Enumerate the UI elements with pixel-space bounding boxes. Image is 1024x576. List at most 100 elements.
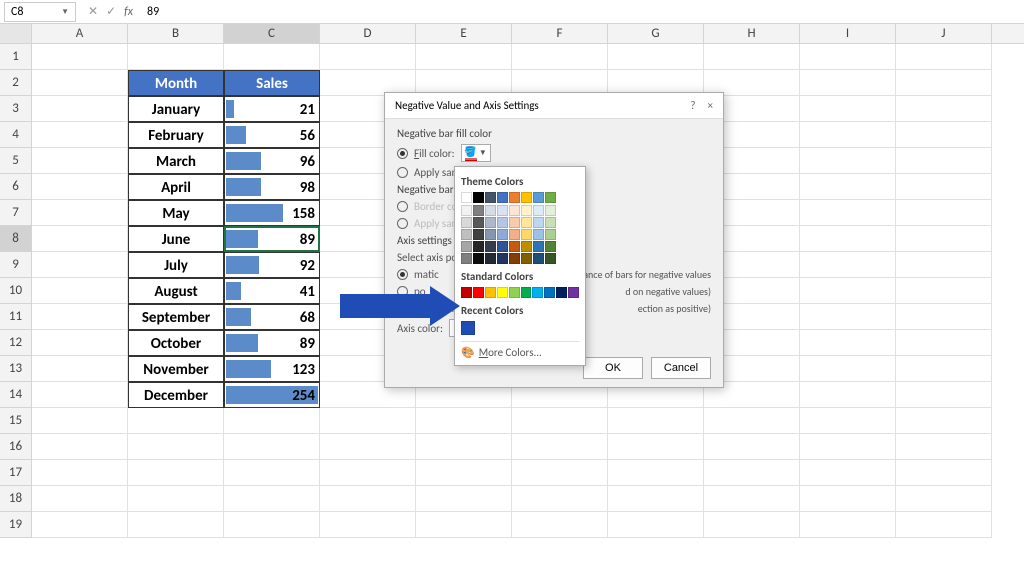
cell[interactable] [32, 44, 128, 70]
cell[interactable] [32, 174, 128, 200]
cell[interactable] [224, 408, 320, 434]
cell[interactable] [896, 486, 992, 512]
formula-input[interactable]: 89 [141, 3, 1024, 21]
cell[interactable] [128, 460, 224, 486]
cell[interactable]: August [128, 278, 224, 304]
cell[interactable]: 21 [224, 96, 320, 122]
fill-color-radio[interactable] [397, 148, 408, 159]
color-swatch[interactable] [545, 217, 556, 228]
cancel-button[interactable]: Cancel [651, 357, 711, 379]
cell[interactable] [32, 408, 128, 434]
color-swatch[interactable] [521, 253, 532, 264]
cell[interactable] [896, 330, 992, 356]
row-header[interactable]: 3 [0, 96, 32, 122]
cell[interactable]: 56 [224, 122, 320, 148]
cell[interactable]: 89 [224, 226, 320, 252]
cell[interactable] [896, 278, 992, 304]
cell[interactable] [224, 512, 320, 538]
column-header[interactable]: I [800, 24, 896, 43]
cell[interactable] [704, 486, 800, 512]
color-swatch[interactable] [521, 241, 532, 252]
column-header[interactable]: H [704, 24, 800, 43]
color-swatch[interactable] [473, 241, 484, 252]
color-swatch[interactable] [533, 241, 544, 252]
color-swatch[interactable] [473, 287, 484, 298]
color-swatch[interactable] [533, 205, 544, 216]
cell[interactable]: Month [128, 70, 224, 96]
row-header[interactable]: 9 [0, 252, 32, 278]
cell[interactable]: 68 [224, 304, 320, 330]
cell[interactable] [512, 486, 608, 512]
color-swatch[interactable] [521, 217, 532, 228]
cell[interactable]: 254 [224, 382, 320, 408]
color-swatch[interactable] [497, 192, 508, 203]
cell[interactable] [608, 44, 704, 70]
cell[interactable]: July [128, 252, 224, 278]
cell[interactable]: 98 [224, 174, 320, 200]
cell[interactable] [800, 174, 896, 200]
column-header[interactable]: D [320, 24, 416, 43]
cell[interactable] [224, 486, 320, 512]
color-swatch[interactable] [461, 217, 472, 228]
cell[interactable]: May [128, 200, 224, 226]
color-swatch[interactable] [497, 229, 508, 240]
color-swatch[interactable] [461, 205, 472, 216]
confirm-icon[interactable]: ✓ [106, 4, 116, 19]
cell[interactable]: March [128, 148, 224, 174]
cell[interactable] [512, 408, 608, 434]
color-swatch[interactable] [533, 192, 544, 203]
name-box[interactable]: C8 ▼ [4, 2, 76, 22]
fx-icon[interactable]: fx [124, 5, 133, 19]
cell[interactable] [32, 330, 128, 356]
cell[interactable] [32, 70, 128, 96]
color-swatch[interactable] [461, 253, 472, 264]
cell[interactable] [896, 512, 992, 538]
color-swatch[interactable] [509, 205, 520, 216]
color-swatch[interactable] [485, 205, 496, 216]
cell[interactable] [320, 408, 416, 434]
column-header[interactable]: G [608, 24, 704, 43]
cell[interactable] [704, 44, 800, 70]
cell[interactable] [416, 434, 512, 460]
cell[interactable] [512, 434, 608, 460]
cell[interactable] [800, 148, 896, 174]
cell[interactable] [608, 512, 704, 538]
color-swatch[interactable] [509, 229, 520, 240]
color-swatch[interactable] [533, 217, 544, 228]
select-all-corner[interactable] [0, 24, 32, 43]
fill-color-button[interactable]: 🪣 ▼ [461, 144, 491, 162]
cell[interactable]: June [128, 226, 224, 252]
color-swatch[interactable] [473, 205, 484, 216]
cell[interactable] [320, 434, 416, 460]
row-header[interactable]: 12 [0, 330, 32, 356]
cell[interactable]: 41 [224, 278, 320, 304]
cancel-icon[interactable]: ✕ [88, 4, 98, 19]
color-swatch[interactable] [532, 287, 543, 298]
cell[interactable] [320, 486, 416, 512]
cell[interactable] [800, 408, 896, 434]
row-header[interactable]: 19 [0, 512, 32, 538]
cell[interactable] [896, 304, 992, 330]
cell[interactable] [608, 408, 704, 434]
row-header[interactable]: 17 [0, 460, 32, 486]
cell[interactable] [224, 460, 320, 486]
color-swatch[interactable] [497, 253, 508, 264]
row-header[interactable]: 7 [0, 200, 32, 226]
row-header[interactable]: 10 [0, 278, 32, 304]
cell[interactable] [32, 278, 128, 304]
cell[interactable] [320, 460, 416, 486]
cell[interactable] [800, 278, 896, 304]
color-swatch[interactable] [485, 241, 496, 252]
color-swatch[interactable] [485, 229, 496, 240]
row-header[interactable]: 4 [0, 122, 32, 148]
cell[interactable] [800, 304, 896, 330]
cell[interactable] [416, 486, 512, 512]
cell[interactable] [416, 408, 512, 434]
cell[interactable] [32, 460, 128, 486]
cell[interactable] [896, 252, 992, 278]
row-header[interactable]: 1 [0, 44, 32, 70]
cell[interactable] [32, 382, 128, 408]
color-swatch[interactable] [473, 192, 484, 203]
cell[interactable] [896, 226, 992, 252]
column-header[interactable]: E [416, 24, 512, 43]
